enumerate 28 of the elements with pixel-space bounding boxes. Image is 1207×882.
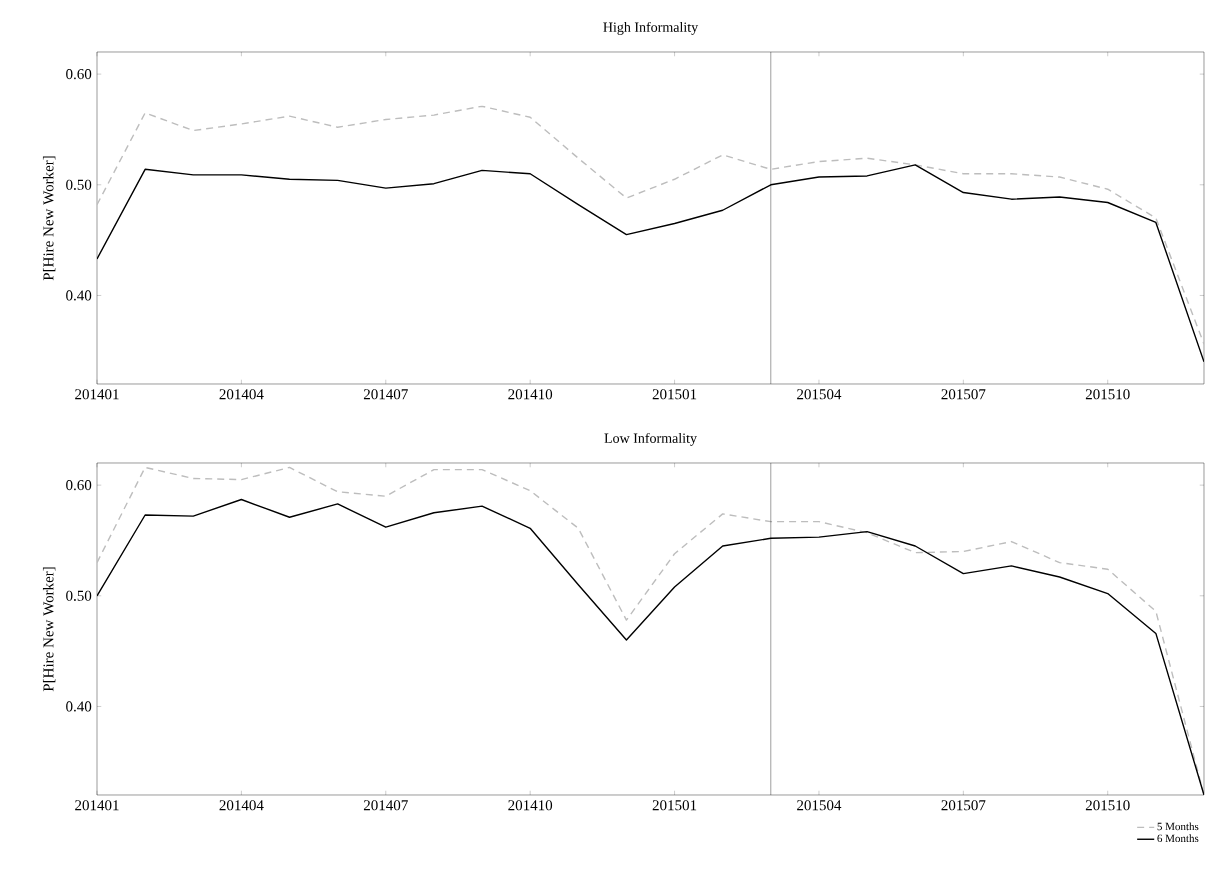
y-axis-title: P[Hire New Worker] (42, 567, 56, 692)
y-axis-title: P[Hire New Worker] (42, 156, 56, 281)
y-tick-label: 0.50 (66, 179, 92, 190)
y-tick-label: 0.40 (66, 701, 92, 712)
x-tick-label: 201401 (75, 800, 119, 811)
x-tick-label: 201410 (508, 389, 553, 400)
x-tick-label: 201407 (363, 389, 408, 400)
x-tick-label: 201501 (652, 800, 697, 811)
legend-label: 5 Months (1157, 822, 1199, 831)
x-tick-label: 201404 (219, 800, 264, 811)
y-tick-label: 0.60 (66, 69, 92, 80)
y-tick-label: 0.40 (66, 290, 92, 301)
x-tick-label: 201404 (219, 389, 264, 400)
legend-label: 6 Months (1157, 834, 1199, 843)
x-tick-label: 201407 (363, 800, 408, 811)
x-tick-label: 201507 (941, 800, 986, 811)
x-tick-label: 201410 (508, 800, 553, 811)
x-tick-label: 201501 (652, 389, 697, 400)
x-tick-label: 201401 (75, 389, 119, 400)
x-tick-label: 201504 (797, 800, 842, 811)
y-tick-label: 0.60 (66, 480, 92, 491)
x-tick-label: 201507 (941, 389, 986, 400)
x-tick-label: 201510 (1085, 800, 1130, 811)
x-tick-label: 201510 (1085, 389, 1130, 400)
chart-title: Low Informality (604, 432, 697, 446)
x-tick-label: 201504 (797, 389, 842, 400)
y-tick-label: 0.50 (66, 590, 92, 601)
chart-title: High Informality (603, 21, 699, 35)
